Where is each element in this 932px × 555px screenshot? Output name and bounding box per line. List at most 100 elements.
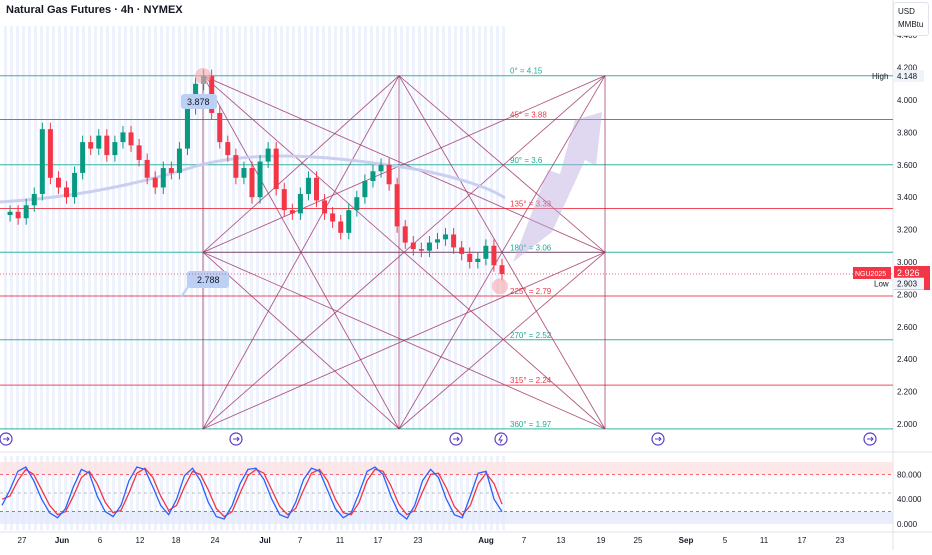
candle-body [72, 172, 78, 198]
candle-body [475, 258, 481, 262]
bg-stripe [118, 26, 121, 430]
candle-body [434, 239, 440, 243]
osc-bg-stripe [4, 456, 7, 530]
candle-body [297, 193, 303, 214]
osc-bg-stripe [250, 456, 253, 530]
bg-stripe [52, 26, 55, 430]
bg-stripe [130, 26, 133, 430]
price-tick-label: 3.800 [897, 128, 918, 137]
bg-stripe [262, 26, 265, 430]
bg-stripe [304, 26, 307, 430]
arrow-icon [3, 436, 10, 442]
stochastic-pane: 80.000 40.000 0.000 [0, 462, 922, 529]
candle-body [451, 234, 457, 248]
candle-body [225, 142, 231, 156]
osc-bg-stripe [490, 456, 493, 530]
osc-bg-stripe [274, 456, 277, 530]
gann-fan-line [202, 251, 400, 430]
bg-stripe [136, 26, 139, 430]
osc-bg-stripe [40, 456, 43, 530]
candle-body [289, 210, 295, 214]
osc-bg-stripe [256, 456, 259, 530]
osc-bg-stripe [130, 456, 133, 530]
osc-bg-stripe [148, 456, 151, 530]
bg-stripe [34, 26, 37, 430]
candle-body [330, 213, 336, 222]
symbol-tag: NGU2025 [855, 271, 886, 278]
candle-body [483, 245, 489, 259]
osc-bg-stripe [34, 456, 37, 530]
bg-stripe [16, 26, 19, 430]
price-tick-label: 3.400 [897, 193, 918, 202]
time-tick-label: 11 [336, 536, 345, 545]
osc-bg-stripe [232, 456, 235, 530]
candle-body [168, 168, 174, 173]
bg-stripe [460, 26, 463, 430]
time-tick-label: 23 [414, 536, 423, 545]
osc-bg-stripe [226, 456, 229, 530]
high-label: High [872, 72, 888, 81]
osc-bg-stripe [220, 456, 223, 530]
stoch-k-line [1, 466, 503, 520]
candle-body [491, 245, 497, 266]
price-tick-label: 3.200 [897, 226, 918, 235]
candle-body [467, 253, 473, 262]
osc-bg-stripe [280, 456, 283, 530]
candle-body [96, 135, 102, 149]
callout-label: 2.788 [197, 275, 220, 285]
bg-stripe [112, 26, 115, 430]
candle-body [418, 249, 424, 251]
time-tick-label: 27 [18, 536, 27, 545]
time-tick-label: 25 [634, 536, 643, 545]
bg-stripe [190, 26, 193, 430]
high-value: 4.148 [897, 72, 918, 81]
bg-stripe [490, 26, 493, 430]
low-marker [492, 278, 508, 295]
osc-bg-stripe [28, 456, 31, 530]
osc-bg-stripe [346, 456, 349, 530]
candle-body [128, 132, 134, 146]
bg-stripe [220, 26, 223, 430]
time-tick-label: 6 [98, 536, 103, 545]
bg-stripe [400, 26, 403, 430]
osc-bg-stripe [376, 456, 379, 530]
osc-bg-stripe [394, 456, 397, 530]
osc-tick-label: 0.000 [897, 520, 918, 529]
candle-body [7, 211, 13, 216]
bg-stripe [100, 26, 103, 430]
osc-bg-stripe [244, 456, 247, 530]
time-tick-label: 7 [522, 536, 527, 545]
background-stripes [4, 26, 505, 430]
callout-low: 2.788 [180, 271, 229, 298]
osc-bg-stripe [286, 456, 289, 530]
time-tick-label: Jul [259, 536, 271, 545]
osc-bg-stripe [316, 456, 319, 530]
bg-stripe [412, 26, 415, 430]
callout-box [181, 94, 217, 109]
osc-bg-stripe [424, 456, 427, 530]
bg-stripe [376, 26, 379, 430]
time-tick-label: 17 [374, 536, 383, 545]
osc-bg-stripe [310, 456, 313, 530]
bg-stripe [466, 26, 469, 430]
bg-stripe [250, 26, 253, 430]
osc-bg-stripe [190, 456, 193, 530]
callout-label: 3.878 [187, 97, 210, 107]
candle-body [305, 177, 311, 194]
currency-unit-selector[interactable]: USD MMBtu [893, 2, 929, 36]
osc-bg-stripe [364, 456, 367, 530]
bg-stripe [82, 26, 85, 430]
callout-box [187, 271, 229, 288]
gann-levels: 0° = 4.15 45° = 3.88 90° = 3.6 135° = 3.33 1… [0, 67, 893, 430]
osc-bg-stripe [118, 456, 121, 530]
candle-body [499, 265, 505, 274]
moving-average-line [0, 154, 506, 204]
bg-stripe [370, 26, 373, 430]
oversold-band [0, 511, 893, 524]
bg-stripe [226, 26, 229, 430]
candle-body [362, 181, 368, 198]
osc-bg-stripe [328, 456, 331, 530]
price-tick-label: 4.000 [897, 96, 918, 105]
